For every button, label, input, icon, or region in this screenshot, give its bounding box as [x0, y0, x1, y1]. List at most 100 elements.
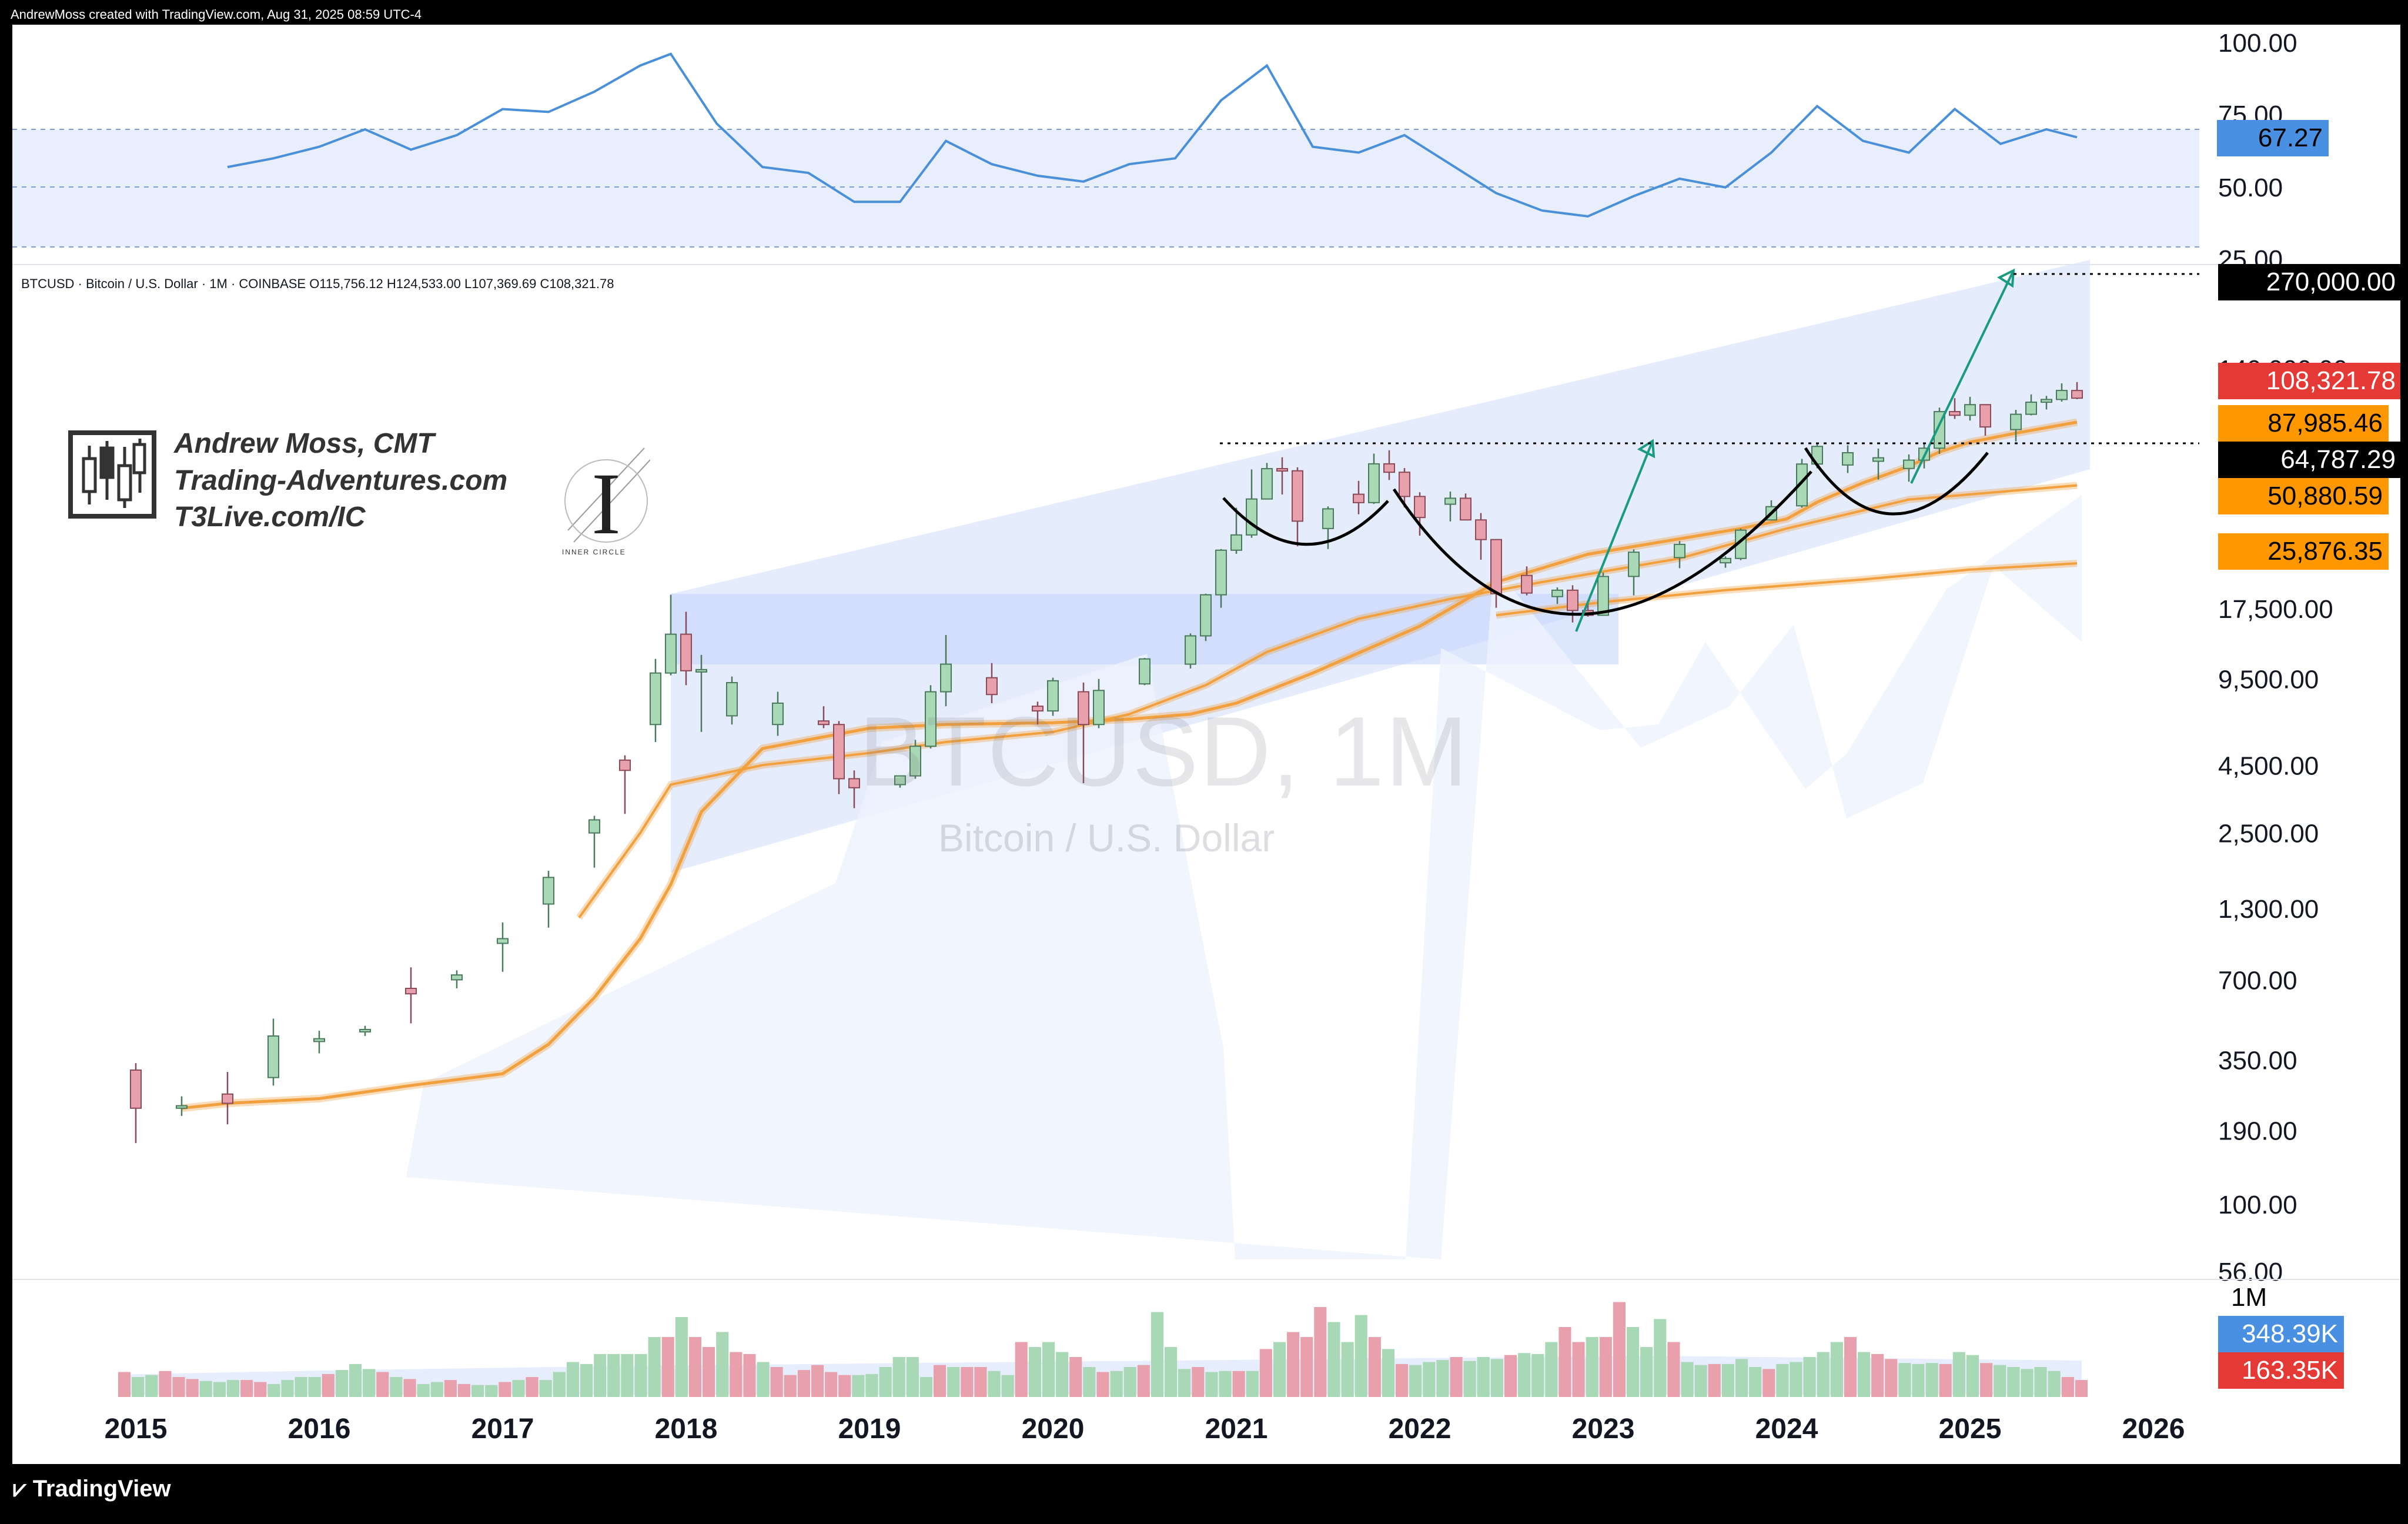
candle-2025-08	[2071, 382, 2083, 399]
candle-2020-12	[1215, 549, 1227, 608]
price-tick-9: 100.00	[2218, 1191, 2297, 1219]
rsi-tick-100: 100.00	[2218, 29, 2297, 58]
tradingview-logo-icon: ⩗	[13, 1476, 33, 1502]
volume-bar	[199, 1381, 212, 1397]
year-tick-2015: 2015	[105, 1413, 168, 1445]
volume-bar	[539, 1380, 552, 1397]
rsi-pane: 100.00 75.00 50.00 25.00	[12, 29, 2297, 274]
volume-bar	[1803, 1357, 1816, 1397]
year-tick-2020: 2020	[1022, 1413, 1085, 1445]
volume-bar	[1463, 1361, 1476, 1397]
top-credit-bar: AndrewMoss created with TradingView.com,…	[0, 0, 2408, 21]
volume-bar	[471, 1385, 484, 1397]
volume-bar	[580, 1363, 593, 1397]
bollinger-area	[406, 495, 2082, 1259]
volume-bar	[634, 1353, 647, 1397]
ma-long-line	[1496, 562, 2078, 617]
time-axis: 2015 2016 2017 2018 2019 2020 2021 2022 2023 2024…	[105, 1413, 2185, 1445]
volume-bar	[1558, 1327, 1571, 1397]
volume-bar	[1368, 1337, 1381, 1397]
volume-bar	[1436, 1360, 1449, 1397]
volume-bar	[947, 1367, 960, 1397]
volume-bar	[322, 1373, 335, 1397]
chart-canvas[interactable]: 100.00 75.00 50.00 25.00	[12, 25, 2400, 1464]
volume-bar	[838, 1375, 851, 1397]
target-price-badge: 270,000.00	[2218, 264, 2400, 300]
volume-bar	[1939, 1363, 1952, 1397]
volume-bar	[226, 1380, 239, 1397]
ma-mid-line	[578, 484, 2078, 918]
volume-bar	[757, 1362, 770, 1397]
volume-bar	[1409, 1365, 1422, 1397]
inner-circle-caption: INNER CIRCLE	[562, 548, 626, 556]
volume-bar	[159, 1371, 172, 1397]
volume-bar	[716, 1332, 729, 1397]
candle-2022-01	[1414, 492, 1426, 536]
volume-bar	[403, 1379, 416, 1397]
year-tick-2023: 2023	[1572, 1413, 1635, 1445]
volume-bar	[1871, 1353, 1884, 1397]
year-tick-2017: 2017	[471, 1413, 534, 1445]
volume-pane	[118, 1302, 2088, 1397]
candle-2024-12	[1949, 398, 1961, 419]
candle-2025-02	[1979, 404, 1991, 436]
price-tick-6: 700.00	[2218, 966, 2297, 995]
year-tick-2026: 2026	[2122, 1413, 2185, 1445]
volume-bar	[1749, 1367, 1762, 1397]
volume-bar	[648, 1337, 661, 1397]
year-tick-2016: 2016	[288, 1413, 351, 1445]
candle-2018-02	[695, 654, 707, 732]
candle-2020-01	[1047, 677, 1059, 716]
candle-2018-11	[833, 721, 845, 794]
author-signature: Andrew Moss, CMT Trading-Adventures.com …	[68, 425, 650, 560]
volume-bar	[390, 1377, 403, 1397]
volume-bar	[1232, 1371, 1245, 1397]
candle-2018-12	[848, 770, 860, 808]
volume-bar	[213, 1382, 226, 1397]
candle-2021-11	[1383, 450, 1395, 480]
volume-bar	[186, 1379, 199, 1397]
volume-bar	[1762, 1369, 1775, 1397]
volume-bar	[1300, 1337, 1313, 1397]
last-price-badge: 108,321.78	[2218, 363, 2400, 399]
candle-2019-12	[1032, 701, 1044, 725]
chart-frame[interactable]: 100.00 75.00 50.00 25.00	[12, 25, 2400, 1464]
candle-2018-01	[680, 611, 692, 686]
candle-2024-09	[1903, 454, 1915, 482]
volume-bar	[267, 1383, 280, 1397]
volume-bar	[1327, 1322, 1340, 1397]
candle-2023-06	[1674, 541, 1685, 569]
volume-bar	[1015, 1342, 1028, 1397]
rsi-value-badge: 67.27	[2217, 120, 2329, 156]
candle-2018-10	[818, 706, 830, 728]
ma-short-line	[181, 420, 2078, 1110]
volume-bar	[444, 1380, 457, 1397]
candle-2020-03	[1078, 683, 1089, 783]
candle-2019-06	[940, 635, 952, 707]
moving-average-long	[1496, 560, 2078, 619]
volume-bar	[974, 1367, 987, 1397]
candle-2025-07	[2056, 383, 2068, 402]
candle-2022-05	[1475, 513, 1487, 560]
symbol-watermark: BTCUSD, 1M	[859, 696, 1469, 807]
price-tick-7: 350.00	[2218, 1046, 2297, 1075]
candle-2025-05	[2025, 394, 2037, 416]
volume-bar	[1028, 1347, 1041, 1397]
volume-bar	[1613, 1302, 1626, 1397]
volume-bar	[2061, 1377, 2074, 1397]
candle-2022-10	[1551, 587, 1563, 604]
volume-bar	[906, 1357, 919, 1397]
candle-2015-01	[130, 1063, 142, 1144]
volume-bar	[1246, 1371, 1259, 1397]
candle-2025-04	[2010, 410, 2022, 442]
volume-bar	[1844, 1337, 1857, 1397]
volume-bar	[1952, 1352, 1965, 1397]
candle-2017-01	[497, 923, 509, 972]
candle-2023-01	[1597, 572, 1609, 616]
volume-bar	[1694, 1365, 1707, 1397]
volume-bar	[1273, 1342, 1286, 1397]
candle-2021-03	[1261, 463, 1273, 500]
volume-bar	[1056, 1352, 1069, 1397]
volume-bar	[1790, 1362, 1802, 1397]
candle-2017-04	[543, 871, 554, 928]
